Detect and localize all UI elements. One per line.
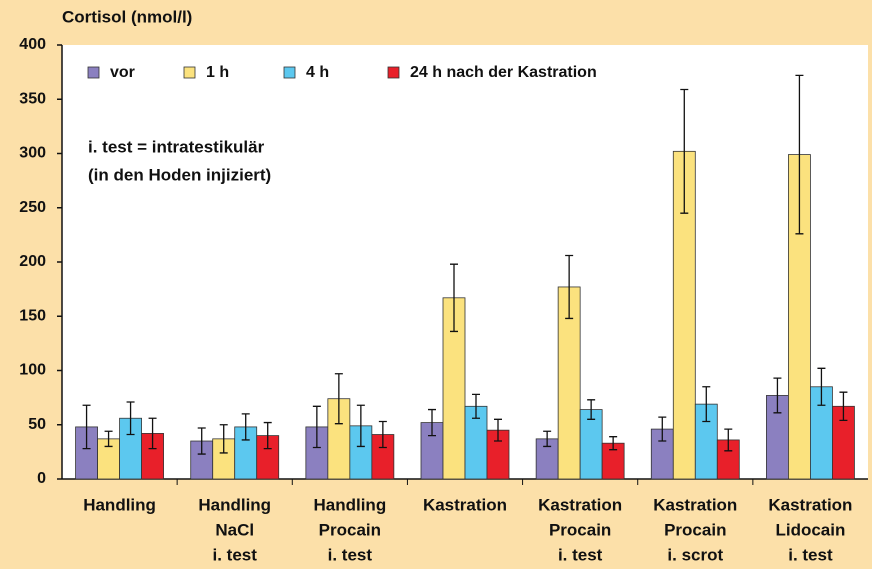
legend-label: 24 h nach der Kastration bbox=[410, 64, 597, 81]
x-tick-label: Kastration bbox=[653, 495, 737, 514]
error-bar bbox=[104, 430, 113, 448]
x-tick-label: Kastration bbox=[538, 495, 622, 514]
error-bar bbox=[494, 418, 502, 442]
x-tick-label: Procain bbox=[664, 520, 726, 539]
error-bar bbox=[795, 74, 804, 235]
error-bar bbox=[197, 427, 206, 455]
x-tick-label: NaCl bbox=[215, 520, 254, 539]
error-bar bbox=[334, 373, 343, 425]
bar bbox=[579, 409, 603, 480]
error-bar bbox=[658, 416, 667, 442]
error-bar bbox=[356, 404, 365, 448]
error-bar bbox=[680, 88, 689, 214]
legend-label: 1 h bbox=[206, 64, 229, 81]
x-tick-label: Kastration bbox=[423, 495, 507, 514]
error-bar bbox=[543, 430, 552, 448]
x-tick-label: i. test bbox=[558, 545, 603, 564]
error-bar bbox=[428, 408, 436, 437]
error-bar bbox=[565, 254, 574, 320]
x-tick-label: i. test bbox=[213, 545, 258, 564]
error-bar bbox=[82, 404, 91, 450]
annotation: (in den Hoden injiziert) bbox=[88, 165, 271, 184]
y-tick-label: 400 bbox=[19, 36, 46, 53]
error-bar bbox=[609, 436, 618, 451]
legend-label: 4 h bbox=[306, 64, 329, 81]
x-tick-label: Kastration bbox=[768, 495, 852, 514]
error-bar bbox=[587, 399, 596, 420]
error-bar bbox=[126, 401, 135, 436]
error-bar bbox=[839, 391, 848, 422]
x-tick-label: Handling bbox=[198, 495, 271, 514]
legend-swatch bbox=[283, 66, 296, 79]
y-axis-label: Cortisol (nmol/l) bbox=[62, 7, 192, 26]
y-tick-label: 300 bbox=[19, 145, 46, 162]
error-bar bbox=[817, 367, 826, 406]
y-tick-label: 200 bbox=[19, 253, 46, 270]
y-tick-label: 50 bbox=[28, 416, 46, 433]
x-tick-label: Handling bbox=[313, 495, 386, 514]
y-tick-label: 150 bbox=[19, 307, 46, 324]
error-bar bbox=[263, 421, 272, 450]
legend-swatch bbox=[183, 66, 196, 79]
annotation: i. test = intratestikulär bbox=[88, 137, 265, 156]
error-bar bbox=[219, 424, 228, 454]
y-tick-label: 0 bbox=[37, 470, 46, 487]
y-tick-label: 250 bbox=[19, 199, 46, 216]
x-tick-label: i. scrot bbox=[667, 545, 723, 564]
error-bar bbox=[148, 417, 157, 450]
legend-swatch bbox=[387, 66, 400, 79]
x-tick-label: Handling bbox=[83, 495, 156, 514]
error-bar bbox=[724, 428, 733, 452]
x-tick-label: i. test bbox=[328, 545, 373, 564]
error-bar bbox=[312, 405, 321, 449]
error-bar bbox=[472, 393, 480, 419]
y-tick-label: 350 bbox=[19, 90, 46, 107]
x-tick-label: Lidocain bbox=[775, 520, 845, 539]
y-tick-label: 100 bbox=[19, 362, 46, 379]
x-tick-label: Procain bbox=[549, 520, 611, 539]
error-bar bbox=[450, 263, 458, 333]
error-bar bbox=[378, 420, 387, 449]
legend-swatch bbox=[87, 66, 100, 79]
error-bar bbox=[702, 386, 711, 423]
x-tick-label: Procain bbox=[319, 520, 381, 539]
error-bar bbox=[241, 413, 250, 441]
legend-label: vor bbox=[110, 64, 135, 81]
x-tick-label: i. test bbox=[788, 545, 833, 564]
error-bar bbox=[773, 377, 782, 414]
